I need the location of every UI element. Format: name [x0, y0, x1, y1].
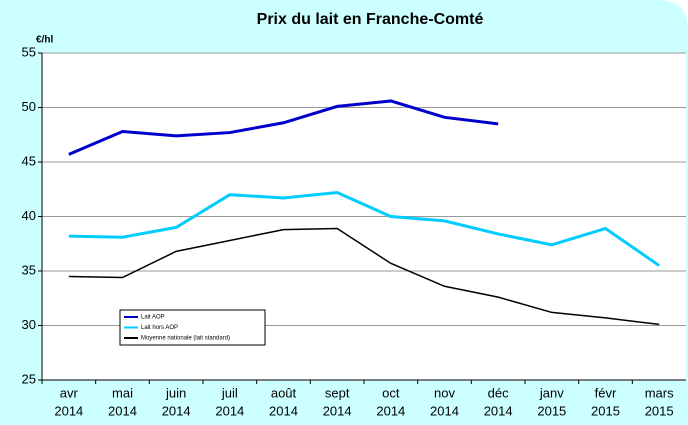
x-tick-label: 2015 — [537, 403, 566, 418]
y-tick-label: 30 — [22, 317, 36, 332]
legend-box — [119, 309, 266, 346]
x-tick-label: juin — [165, 385, 186, 400]
series-line — [68, 227, 660, 326]
x-tick-label: 2014 — [323, 403, 352, 418]
y-tick-label: 50 — [22, 99, 36, 114]
x-tick-label: 2014 — [376, 403, 405, 418]
chart-title: Prix du lait en Franche-Comté — [257, 11, 484, 28]
x-tick-label: mars — [645, 385, 674, 400]
x-tick-label: 2014 — [54, 403, 83, 418]
x-tick-label: 2014 — [430, 403, 459, 418]
x-tick-label: 2014 — [162, 403, 191, 418]
x-tick-label: 2014 — [108, 403, 137, 418]
x-tick-label: sept — [325, 385, 350, 400]
x-tick-label: avr — [60, 385, 79, 400]
x-tick-label: déc — [488, 385, 509, 400]
series-line — [68, 99, 499, 156]
x-tick-label: juil — [221, 385, 238, 400]
y-tick-label: 25 — [22, 371, 36, 386]
x-tick-label: nov — [434, 385, 455, 400]
y-tick-label: 35 — [22, 262, 36, 277]
x-tick-label: janv — [539, 385, 564, 400]
y-axis-label: €/hl — [36, 35, 53, 46]
legend-label: Lait hors AOP — [141, 325, 178, 331]
x-tick-label: août — [271, 385, 297, 400]
x-tick-label: févr — [595, 385, 617, 400]
y-tick-label: 40 — [22, 208, 36, 223]
series-line — [68, 190, 661, 267]
x-tick-label: 2014 — [484, 403, 513, 418]
y-tick-label: 55 — [22, 44, 36, 59]
x-tick-label: 2014 — [269, 403, 298, 418]
legend-label: Lait AOP — [141, 315, 165, 321]
legend-label: Moyenne nationale (lait standard) — [141, 336, 230, 342]
x-tick-label: oct — [382, 385, 400, 400]
x-tick-label: 2014 — [215, 403, 244, 418]
x-tick-label: mai — [112, 385, 133, 400]
y-tick-label: 45 — [22, 153, 36, 168]
x-tick-label: 2015 — [645, 403, 674, 418]
x-tick-label: 2015 — [591, 403, 620, 418]
